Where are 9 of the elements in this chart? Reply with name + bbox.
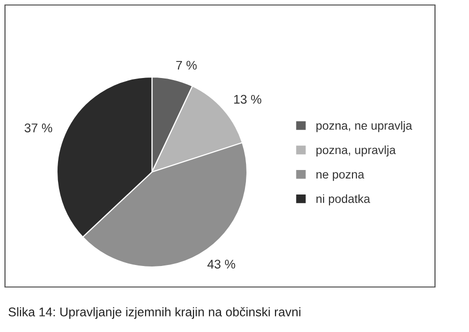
legend-label: pozna, ne upravlja	[316, 121, 412, 132]
data-label: 43 %	[207, 260, 236, 269]
data-label: 13 %	[234, 94, 262, 104]
legend-label: ni podatka	[316, 194, 370, 206]
data-label: 7 %	[176, 60, 197, 70]
legend-label: ne pozna	[316, 172, 364, 181]
legend-label: pozna, upravlja	[316, 146, 396, 157]
data-label: 37 %	[24, 123, 52, 132]
text: Slika 14: Upravljanje izjemnih krajin na občinski ravni	[8, 307, 300, 319]
